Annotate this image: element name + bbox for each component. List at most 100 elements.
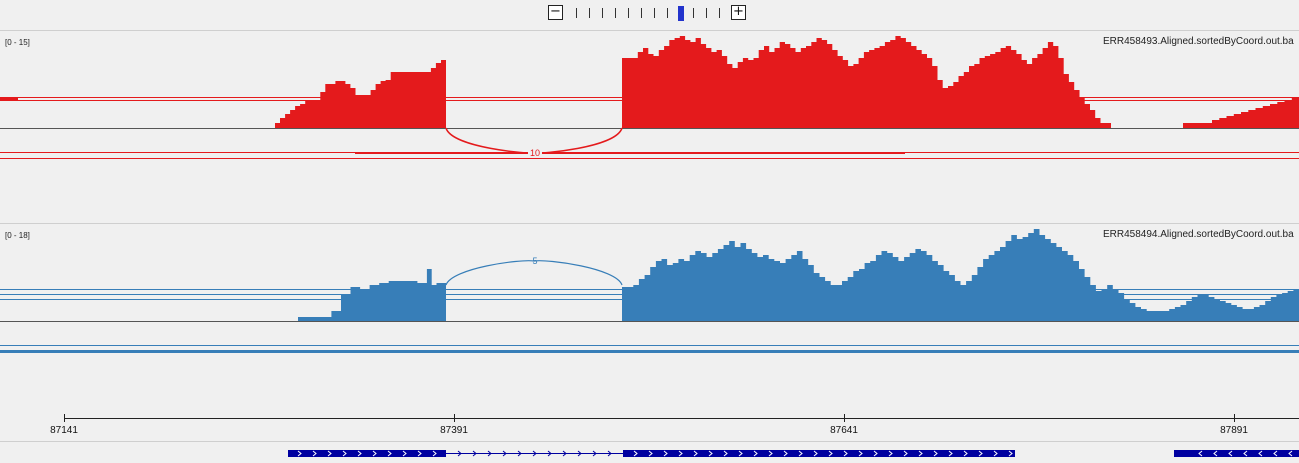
strand-arrow	[432, 450, 437, 457]
alignment-line	[0, 98, 18, 100]
strand-arrow	[933, 450, 938, 457]
strand-arrow	[532, 450, 537, 457]
strand-arrow	[472, 450, 477, 457]
strand-arrow	[903, 450, 908, 457]
track-2-name[interactable]: ERR458494.Aligned.sortedByCoord.out.ba	[1103, 229, 1294, 240]
strand-arrow	[723, 450, 728, 457]
ruler-line	[64, 418, 1299, 419]
zoom-level-tick[interactable]	[628, 8, 629, 18]
zoom-level-tick[interactable]	[654, 8, 655, 18]
strand-arrow	[357, 450, 362, 457]
strand-arrow	[993, 450, 998, 457]
zoom-level-tick[interactable]	[667, 8, 668, 18]
coverage-area	[298, 229, 1299, 321]
zoom-level-tick[interactable]	[602, 8, 603, 18]
track-1-name[interactable]: ERR458493.Aligned.sortedByCoord.out.ba	[1103, 36, 1294, 47]
zoom-level-tick[interactable]	[706, 8, 707, 18]
strand-arrow	[738, 450, 743, 457]
zoom-in-button[interactable]: +	[731, 5, 746, 20]
ruler-tick	[844, 414, 845, 422]
strand-arrow	[708, 450, 713, 457]
strand-arrow	[948, 450, 953, 457]
ruler-label: 87891	[1220, 425, 1248, 436]
strand-arrow	[547, 450, 552, 457]
strand-arrow	[978, 450, 983, 457]
strand-arrow	[633, 450, 638, 457]
strand-arrow	[768, 450, 773, 457]
track-divider	[0, 223, 1299, 224]
alignment-line	[355, 153, 905, 154]
strand-arrow	[417, 450, 422, 457]
alignment-line	[0, 345, 1299, 346]
track-divider	[0, 30, 1299, 31]
strand-arrow	[1228, 450, 1233, 457]
strand-arrow	[1198, 450, 1203, 457]
strand-arrow	[873, 450, 878, 457]
strand-arrow	[312, 450, 317, 457]
strand-arrow	[592, 450, 597, 457]
intron	[446, 453, 623, 454]
zoom-level-tick[interactable]	[589, 8, 590, 18]
strand-arrow	[502, 450, 507, 457]
strand-arrow	[663, 450, 668, 457]
junction-label-bg	[528, 147, 542, 158]
ruler-tick	[64, 414, 65, 422]
track-2-coverage[interactable]: 5	[0, 229, 1299, 353]
track-1-coverage[interactable]: 10	[0, 36, 1299, 159]
strand-arrow	[648, 450, 653, 457]
track-divider	[0, 441, 1299, 442]
gene-feature-track[interactable]	[288, 450, 1299, 457]
track-2-data-range[interactable]: [0 - 18]	[5, 231, 30, 240]
strand-arrow	[562, 450, 567, 457]
strand-arrow	[1288, 450, 1293, 457]
zoom-control: − +	[548, 5, 750, 23]
strand-arrow	[457, 450, 462, 457]
coverage-area	[275, 36, 1299, 128]
junction-label: 5	[532, 256, 537, 266]
strand-arrow	[783, 450, 788, 457]
strand-arrow	[798, 450, 803, 457]
strand-arrow	[1273, 450, 1278, 457]
strand-arrow	[342, 450, 347, 457]
strand-arrow	[517, 450, 522, 457]
zoom-level-tick[interactable]	[615, 8, 616, 18]
strand-arrow	[858, 450, 863, 457]
ruler-label: 87641	[830, 425, 858, 436]
strand-arrow	[828, 450, 833, 457]
strand-arrow	[1213, 450, 1218, 457]
zoom-level-tick[interactable]	[719, 8, 720, 18]
baseline	[0, 128, 1299, 129]
alignment-line	[0, 350, 1299, 353]
strand-arrow	[1243, 450, 1248, 457]
strand-arrow	[1008, 450, 1013, 457]
strand-arrow	[402, 450, 407, 457]
track-1-data-range[interactable]: [0 - 15]	[5, 38, 30, 47]
strand-arrow	[693, 450, 698, 457]
baseline	[0, 321, 1299, 322]
exon	[288, 450, 446, 457]
strand-arrow	[607, 450, 612, 457]
alignment-line	[0, 158, 1299, 159]
strand-arrow	[1258, 450, 1263, 457]
strand-arrow	[327, 450, 332, 457]
strand-arrow	[813, 450, 818, 457]
strand-arrow	[918, 450, 923, 457]
zoom-level-tick[interactable]	[641, 8, 642, 18]
zoom-level-tick[interactable]	[576, 8, 577, 18]
strand-arrow	[487, 450, 492, 457]
strand-arrow	[888, 450, 893, 457]
genomic-ruler[interactable]	[64, 414, 1299, 422]
strand-arrow	[387, 450, 392, 457]
strand-arrow	[753, 450, 758, 457]
ruler-label: 87391	[440, 425, 468, 436]
zoom-out-button[interactable]: −	[548, 5, 563, 20]
ruler-tick	[454, 414, 455, 422]
strand-arrow	[678, 450, 683, 457]
alignment-line	[0, 152, 1299, 153]
zoom-level-tick[interactable]	[693, 8, 694, 18]
strand-arrow	[297, 450, 302, 457]
zoom-level-current[interactable]	[678, 6, 684, 21]
strand-arrow	[577, 450, 582, 457]
strand-arrows	[297, 450, 1293, 457]
